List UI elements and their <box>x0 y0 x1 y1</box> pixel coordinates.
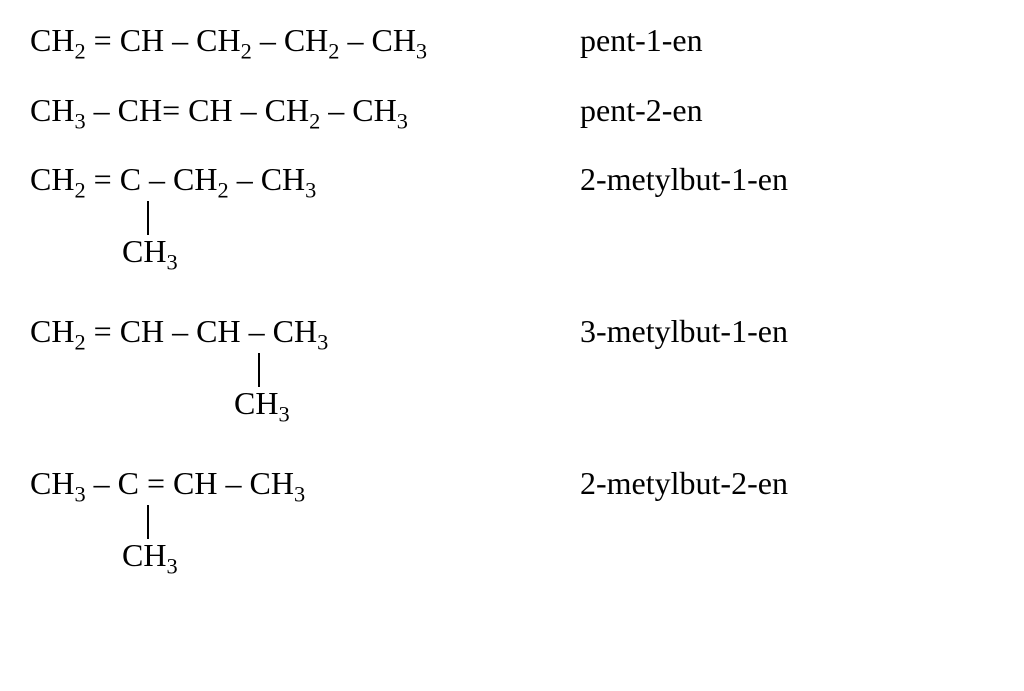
structural-formula: CH2 = CH – CH – CH3 <box>30 311 570 353</box>
structural-formula: CH2 = C – CH2 – CH3 <box>30 159 570 201</box>
substituent-label: CH3 <box>122 537 178 574</box>
bond-line-icon <box>147 505 149 539</box>
name-cell: 2-metylbut-1-en <box>570 159 994 201</box>
name-cell: 2-metylbut-2-en <box>570 463 994 505</box>
compound-row: CH2 = CH – CH – CH3 CH3 3-metylbut-1-en <box>30 311 994 435</box>
structural-formula: CH2 = CH – CH2 – CH2 – CH3 <box>30 20 570 62</box>
name-cell: pent-2-en <box>570 90 994 132</box>
substituent-label: CH3 <box>122 233 178 270</box>
compound-name: 2-metylbut-2-en <box>580 463 994 505</box>
formula-cell: CH2 = C – CH2 – CH3 CH3 <box>30 159 570 283</box>
structural-formula: CH3 – C = CH – CH3 <box>30 463 570 505</box>
structural-formula: CH3 – CH= CH – CH2 – CH3 <box>30 90 570 132</box>
page: CH2 = CH – CH2 – CH2 – CH3pent-1-enCH3 –… <box>0 0 1024 635</box>
substituent-label: CH3 <box>234 385 290 422</box>
formula-cell: CH2 = CH – CH2 – CH2 – CH3 <box>30 20 570 62</box>
compound-row: CH3 – C = CH – CH3 CH3 2-metylbut-2-en <box>30 463 994 587</box>
compound-row: CH2 = C – CH2 – CH3 CH3 2-metylbut-1-en <box>30 159 994 283</box>
name-cell: pent-1-en <box>570 20 994 62</box>
formula-cell: CH2 = CH – CH – CH3 CH3 <box>30 311 570 435</box>
formula-cell: CH3 – CH= CH – CH2 – CH3 <box>30 90 570 132</box>
bond-line-icon <box>147 201 149 235</box>
name-cell: 3-metylbut-1-en <box>570 311 994 353</box>
compound-name: 2-metylbut-1-en <box>580 159 994 201</box>
compound-name: pent-1-en <box>580 20 994 62</box>
formula-cell: CH3 – C = CH – CH3 CH3 <box>30 463 570 587</box>
compound-name: pent-2-en <box>580 90 994 132</box>
compound-name: 3-metylbut-1-en <box>580 311 994 353</box>
compound-row: CH3 – CH= CH – CH2 – CH3pent-2-en <box>30 90 994 132</box>
compound-row: CH2 = CH – CH2 – CH2 – CH3pent-1-en <box>30 20 994 62</box>
bond-line-icon <box>258 353 260 387</box>
